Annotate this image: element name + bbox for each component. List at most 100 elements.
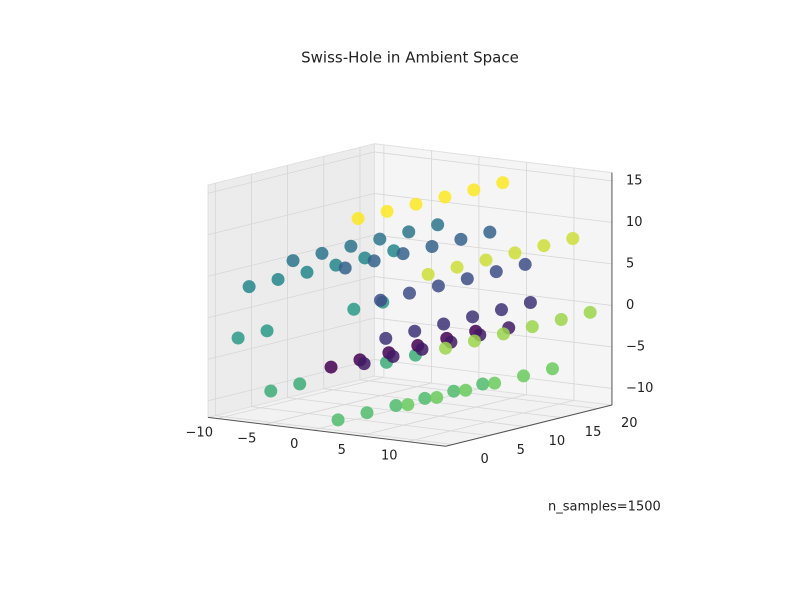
y-tick-label: 20 [621,416,638,431]
point [379,331,393,345]
y-tick-label: 5 [517,443,525,458]
point [554,313,568,327]
point [525,320,539,334]
point [231,331,245,345]
x-tick-label: −10 [186,426,213,441]
point [439,341,453,355]
point [347,302,361,316]
grid-line [207,317,375,360]
point [331,413,345,427]
x-tick-label: 0 [290,437,298,452]
point [344,239,358,253]
point [386,349,400,363]
point [496,327,510,341]
z-tick-label: 5 [626,256,634,271]
y-tick-label: 10 [549,434,566,449]
grid-line [407,400,575,443]
point [488,376,502,390]
point [373,232,387,246]
point [360,406,374,420]
point [338,261,352,275]
point [489,265,503,279]
point [450,260,464,274]
point [242,280,256,294]
point [466,310,480,324]
annotation: n_samples=1500 [548,500,661,515]
point [447,384,461,398]
point [517,369,531,383]
grid-line [323,388,562,418]
point [264,384,278,398]
point [421,267,435,281]
point [324,360,338,374]
point [260,324,274,338]
point [401,398,415,412]
z-tick-label: −5 [626,339,645,354]
grid-line [207,359,375,402]
point [408,324,422,338]
point [389,399,403,413]
grid-line [217,376,384,419]
grid-line [374,276,612,306]
point [380,204,394,218]
point [437,317,451,331]
point [583,305,597,319]
point [476,377,490,391]
point [479,253,493,267]
point [402,286,416,300]
y-tick-label: 15 [585,425,602,440]
grid-line [374,359,612,389]
point [483,225,497,239]
point [315,246,329,260]
point [396,247,410,261]
point [496,176,510,190]
point [467,334,481,348]
x-tick-label: −5 [237,431,256,446]
z-tick-label: 15 [626,173,643,188]
grid-line [359,394,527,437]
point [431,279,445,293]
grid-line [264,382,432,425]
point [459,383,473,397]
grid-line [359,379,598,410]
point [467,183,481,197]
point [418,391,432,405]
point [425,239,439,253]
point [537,239,551,253]
point [494,303,508,317]
x-tick-label: 10 [381,449,398,464]
y-tick-label: 0 [480,452,488,467]
grid-line [207,151,375,194]
grid-line [215,415,453,445]
point [300,265,314,279]
grid-line [374,317,612,348]
point [566,232,580,246]
point [518,257,532,271]
point [402,225,416,239]
grid-line [374,151,612,182]
point [454,232,468,246]
point [415,342,429,356]
y-axis-line [445,404,613,447]
z-tick-label: 10 [626,215,643,230]
point [374,293,388,307]
point [545,362,559,376]
point [293,377,307,391]
point [430,390,444,404]
chart-title: Swiss-Hole in Ambient Space [301,49,519,67]
grid-line [207,276,375,319]
x-axis-line [207,416,446,447]
x-tick-label: 5 [338,443,346,458]
point [351,212,365,226]
point [286,254,300,268]
point [460,272,474,286]
z-tick-label: 0 [626,298,634,313]
point [367,254,381,268]
point [438,190,452,204]
point [508,246,522,260]
point [431,218,445,232]
grid-line [207,193,375,236]
point [523,295,537,309]
grid-line [374,234,612,265]
